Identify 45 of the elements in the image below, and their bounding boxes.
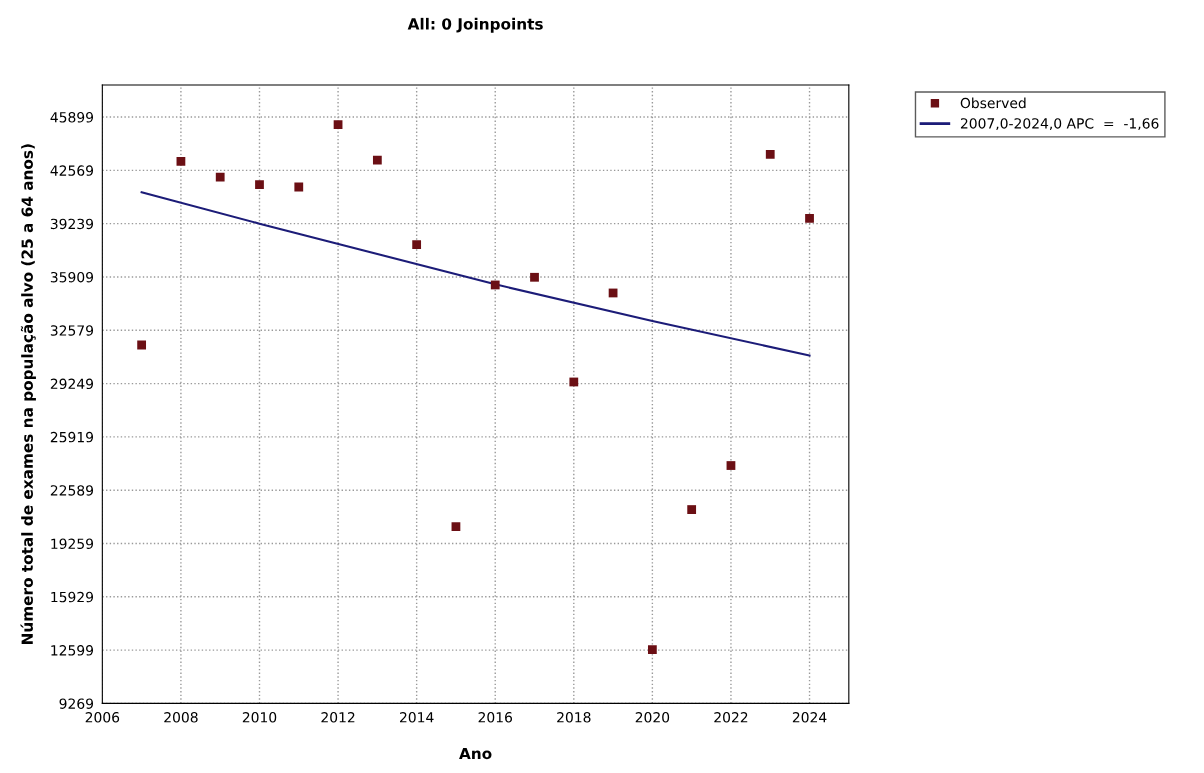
point — [726, 461, 736, 470]
point — [451, 522, 461, 531]
point — [412, 240, 422, 250]
point — [176, 157, 186, 166]
x-tick-label: 2018 — [557, 712, 591, 723]
point — [530, 272, 539, 282]
x-tick-label: 2014 — [399, 712, 434, 723]
y-tick-label: 9269 — [59, 698, 94, 709]
x-tick-label: 2022 — [714, 712, 748, 723]
legend-label: Observed — [960, 97, 1026, 109]
y-tick-label: 12599 — [51, 645, 94, 656]
point — [490, 280, 500, 290]
x-tick-label: 2006 — [85, 712, 120, 723]
point — [372, 155, 382, 165]
y-tick-label: 19259 — [51, 538, 94, 549]
y-tick-label: 39239 — [50, 218, 94, 230]
y-tick-label: 45899 — [50, 112, 94, 123]
y-tick-label: 32579 — [50, 325, 94, 336]
x-tick-label: 2016 — [478, 712, 513, 723]
x-tick-label: 2024 — [792, 712, 827, 723]
y-tick-label: 22589 — [50, 485, 94, 496]
y-tick-label: 25919 — [50, 431, 94, 443]
y-axis-title: Número total de exames na população alvo (25 a 64 anos) — [20, 144, 36, 645]
x-tick-label: 2010 — [242, 712, 277, 723]
y-tick-label: 35909 — [50, 271, 94, 283]
point — [647, 645, 657, 655]
point — [687, 505, 697, 514]
point — [255, 180, 264, 189]
x-tick-label: 2008 — [164, 712, 198, 723]
line-series — [140, 191, 811, 357]
x-tick-label: 2020 — [635, 712, 670, 723]
point — [215, 172, 225, 182]
point — [333, 120, 343, 130]
point — [805, 213, 814, 223]
point — [569, 377, 579, 387]
y-tick-label: 15929 — [51, 591, 94, 603]
point — [294, 182, 304, 192]
legend-label: 2007,0-2024,0 APC = -1,66 — [960, 118, 1159, 131]
y-tick-label: 29249 — [50, 378, 94, 390]
x-tick-label: 2012 — [321, 712, 355, 723]
x-axis-title: Ano — [459, 747, 492, 760]
chart-title: All: 0 Joinpoints — [407, 17, 543, 33]
y-tick-label: 42569 — [50, 165, 94, 176]
point — [137, 340, 147, 350]
point — [765, 149, 775, 159]
